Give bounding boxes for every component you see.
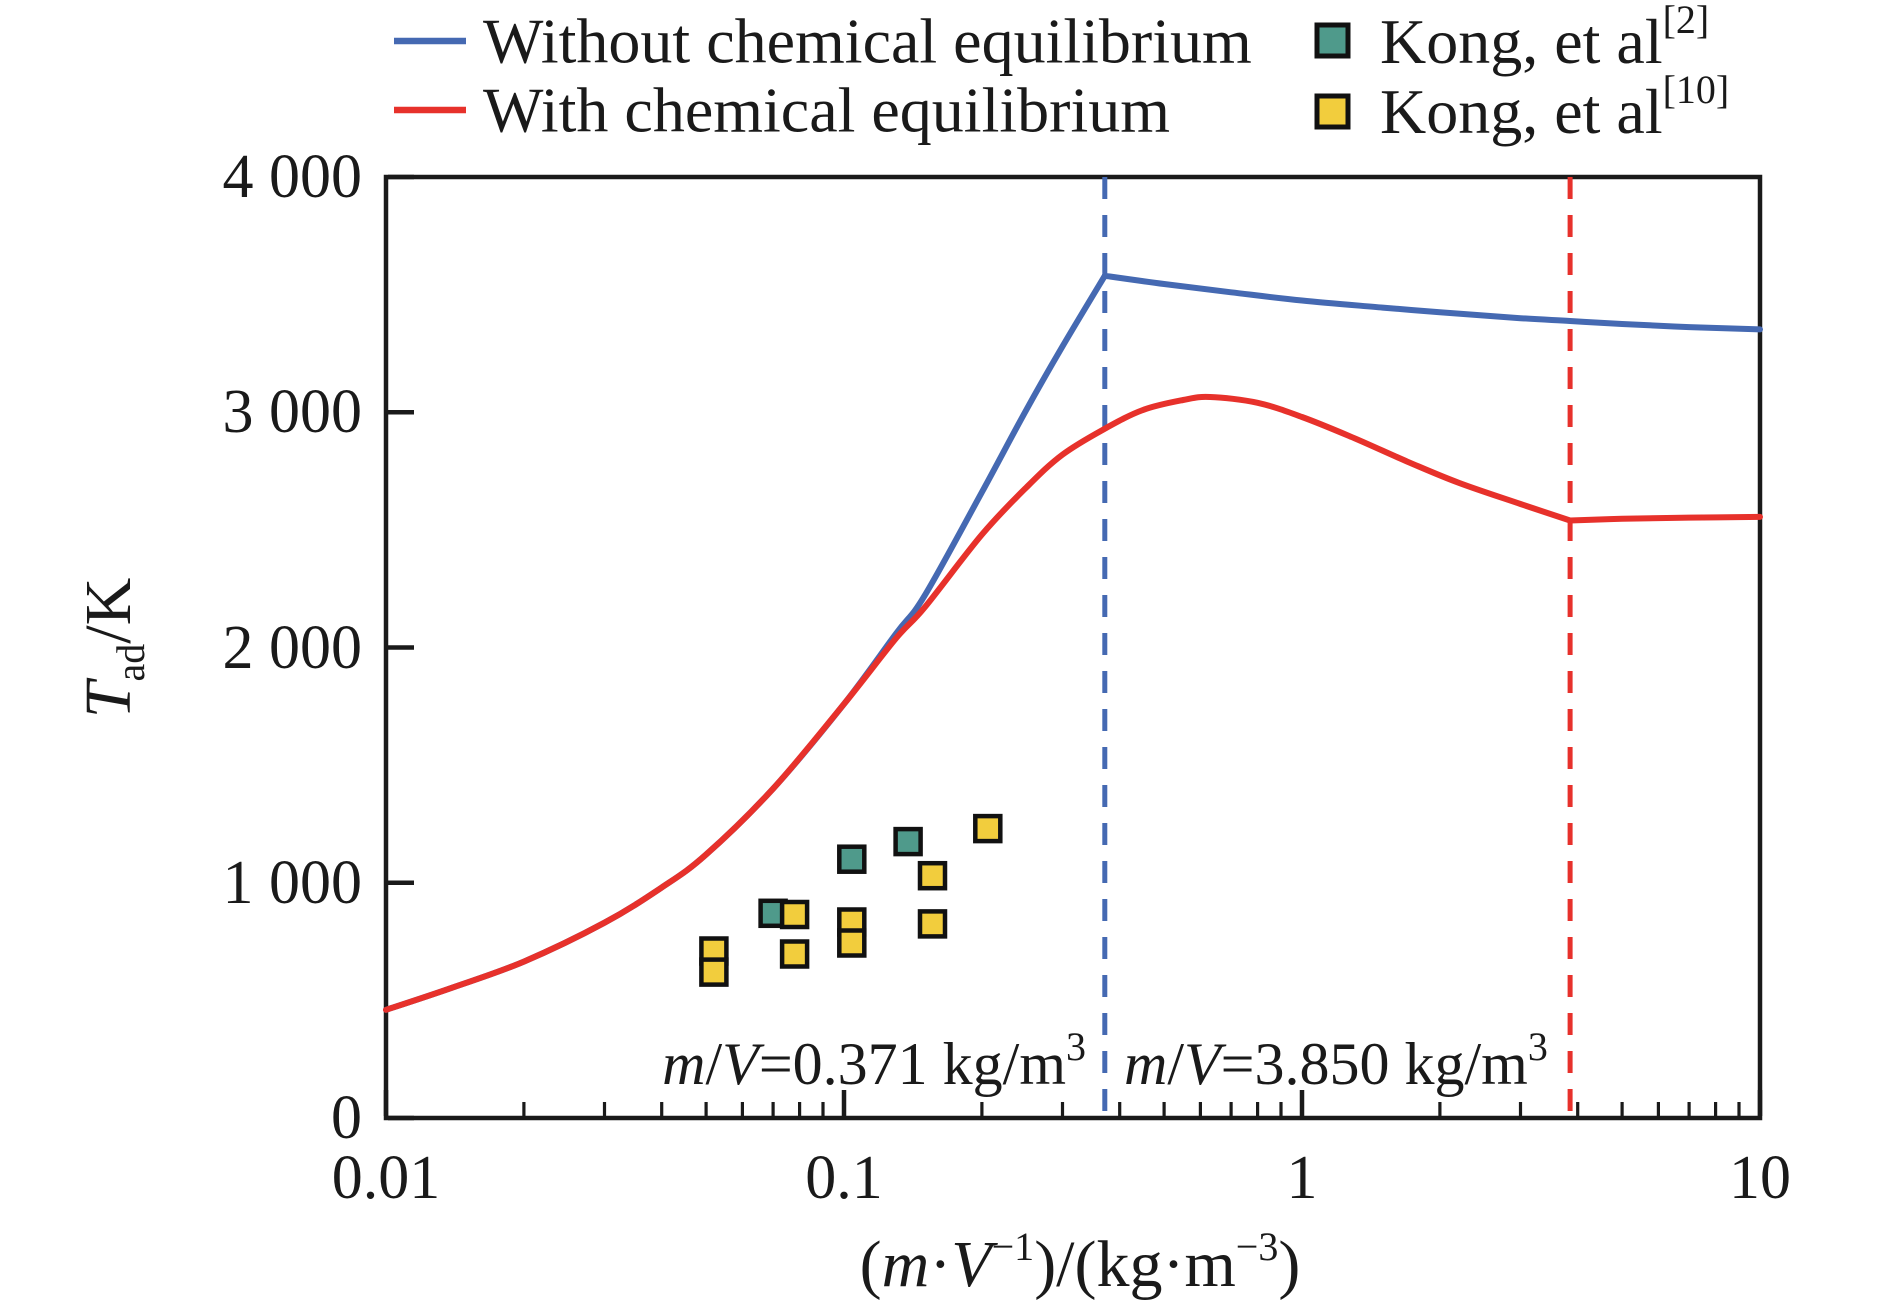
scatter-point-10 (779, 939, 810, 969)
curve-with-chemical-equilibrium (383, 393, 1574, 1013)
scatter-point-10 (779, 899, 810, 930)
x-tick-label-1: 1 (1287, 1144, 1318, 1212)
legend-label-kong10: Kong, et al[10] (1380, 67, 1729, 147)
y-tick-label-4000: 4 000 (223, 143, 363, 211)
legend-label-without: Without chemical equilibrium (483, 6, 1252, 77)
x-minor-ticks (522, 1102, 1741, 1116)
y-tick-label-3000: 3 000 (223, 378, 363, 446)
legend-label-kong2: Kong, et al[2] (1380, 0, 1709, 77)
scatter-point-10 (917, 909, 948, 939)
scatter-point-10 (917, 860, 948, 891)
x-tick-label-01: 0.1 (805, 1144, 883, 1212)
legend-marker-kong2 (1314, 22, 1351, 59)
annotation-mv-0371: m/V=0.371 kg/m3 (662, 1024, 1086, 1097)
legend-label-with: With chemical equilibrium (483, 75, 1170, 146)
plot-frame (383, 174, 1763, 1121)
y-tick-label-2000: 2 000 (223, 614, 363, 682)
scatter-point-2 (893, 826, 923, 857)
curve-without-chemical-equilibrium (383, 272, 1108, 1013)
curve-without-chemical-equilibrium (1101, 272, 1763, 333)
x-major-ticks (383, 1090, 1763, 1116)
curves (383, 272, 1763, 1013)
legend-marker-kong10 (1314, 93, 1351, 130)
y-tick-label-1000: 1 000 (223, 849, 363, 917)
scatter-point-10 (837, 928, 867, 958)
scatter-point-2 (837, 844, 867, 874)
scatter (699, 813, 1003, 987)
annotation-mv-3850: m/V=3.850 kg/m3 (1124, 1024, 1548, 1097)
y-axis-title: Tad/K (72, 578, 153, 718)
scatter-point-10 (699, 957, 729, 987)
vlines (1102, 177, 1573, 1118)
y-major-ticks (388, 174, 414, 1121)
scatter-point-10 (973, 813, 1003, 844)
legend: Without chemical equilibrium With chemic… (394, 0, 1729, 147)
y-tick-label-0: 0 (331, 1084, 362, 1152)
x-tick-label-001: 0.01 (332, 1144, 441, 1212)
x-axis-title: (m·V−1)/(kg·m−3) (860, 1224, 1301, 1301)
x-tick-label-10: 10 (1729, 1144, 1791, 1212)
curve-with-chemical-equilibrium (1567, 513, 1763, 524)
